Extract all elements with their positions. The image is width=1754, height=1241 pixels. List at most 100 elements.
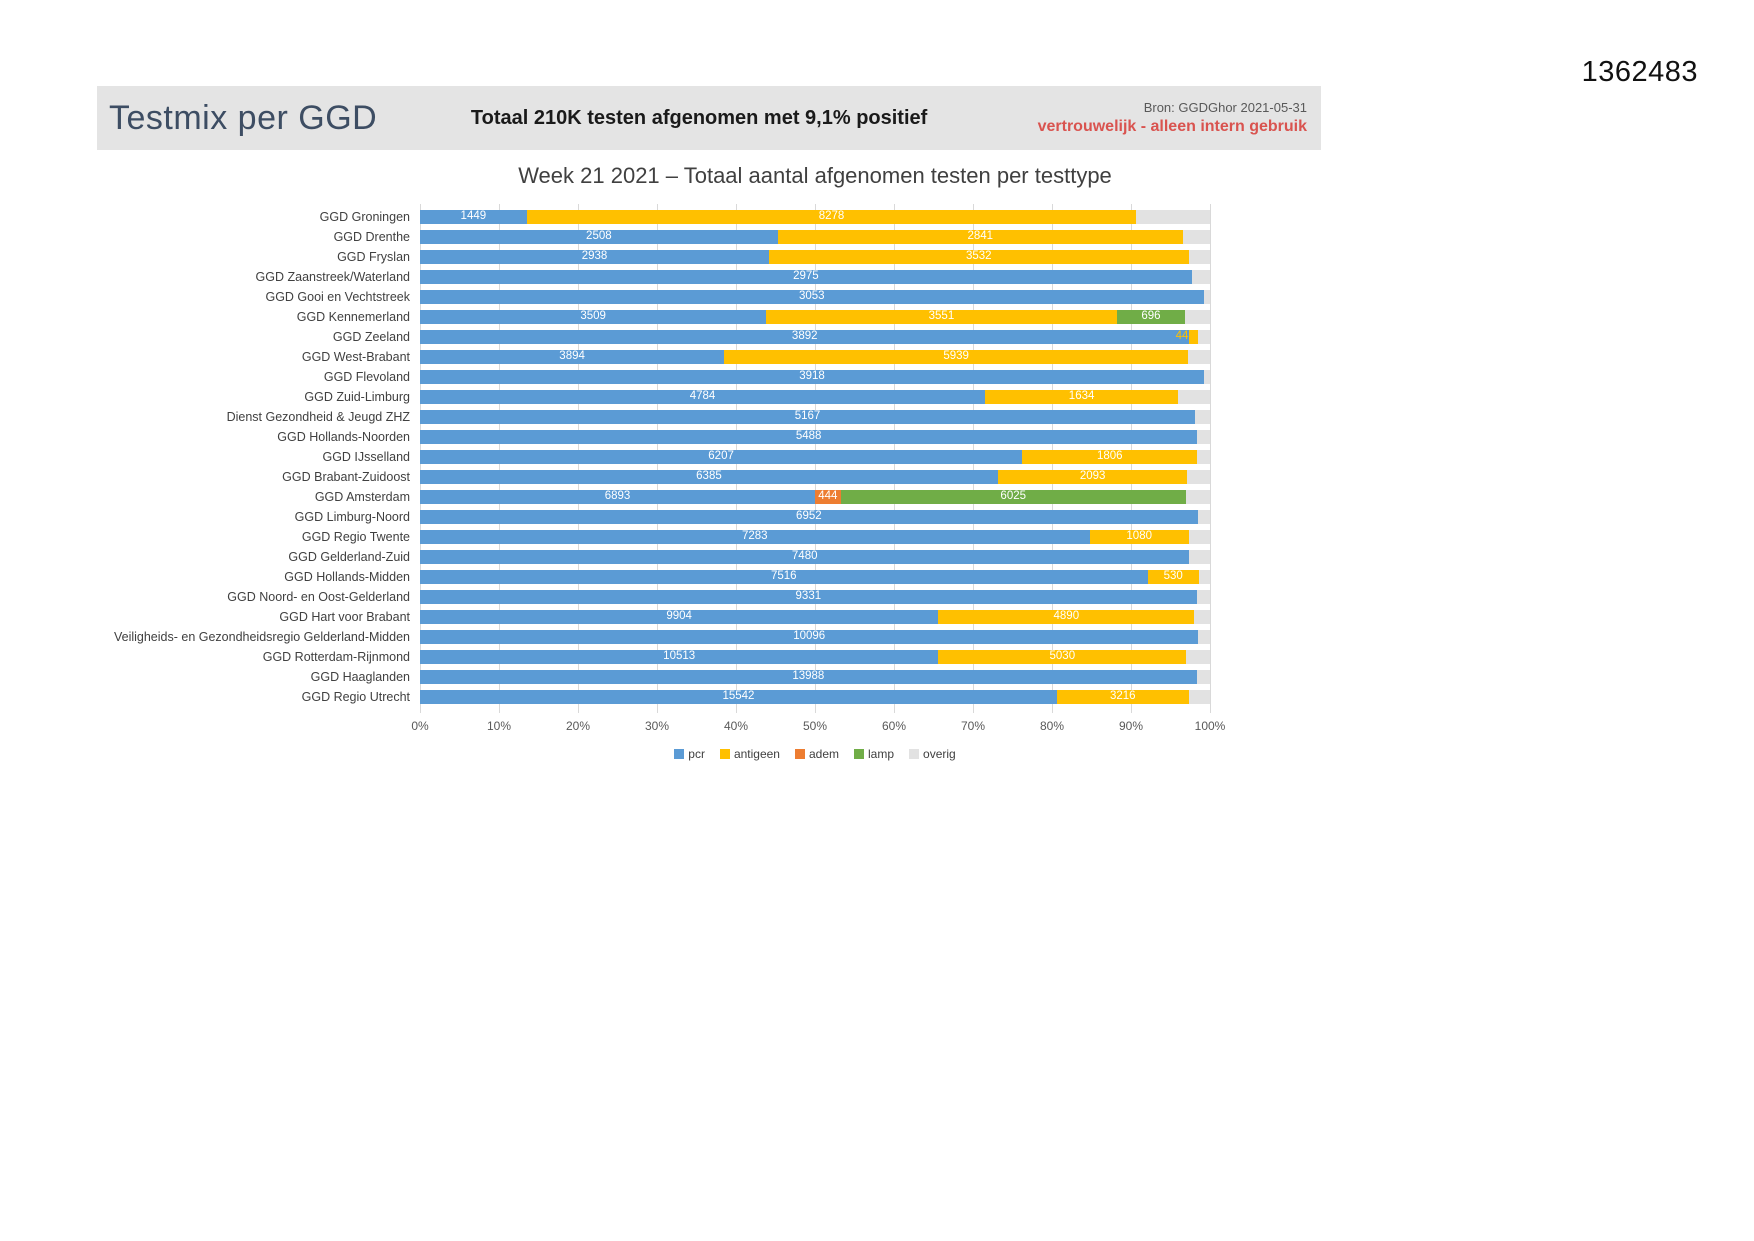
bar-segment-overig	[1203, 370, 1210, 384]
bar-segment-overig	[1178, 390, 1210, 404]
row-label: GGD Regio Utrecht	[301, 690, 410, 704]
bar-segment-lamp: 696	[1116, 310, 1186, 324]
bar-segment-pcr: 9331	[420, 590, 1197, 604]
legend-label: antigeen	[733, 747, 780, 761]
bar-segment-value: 3918	[799, 370, 825, 383]
x-axis-tick-label: 30%	[644, 719, 670, 733]
bar-segment-pcr: 13988	[420, 670, 1197, 684]
bar-segment-value: 2975	[793, 270, 819, 283]
header-title: Testmix per GGD	[109, 98, 378, 137]
bar-row: GGD Hollands-Midden 7516 530	[95, 567, 1215, 587]
bar-row: GGD Regio Twente 7283 1080	[95, 527, 1215, 547]
bar-segment-pcr: 10096	[420, 630, 1199, 644]
bar-segment-antigeen: 3551	[766, 310, 1117, 324]
gridline	[1210, 204, 1211, 713]
bar-segment-value: 6385	[696, 470, 722, 483]
bar-row: GGD Fryslan 2938 3532	[95, 247, 1215, 267]
bar-row: GGD Brabant-Zuidoost 6385 2093	[95, 467, 1215, 487]
bar-segment-overig	[1194, 610, 1210, 624]
bar-segment-pcr: 9904	[420, 610, 939, 624]
bar-segment-value: 6893	[604, 490, 631, 503]
row-label: GGD Kennemerland	[296, 310, 410, 324]
bar-segment-value: 10513	[663, 650, 696, 663]
row-label: Veiligheids- en Gezondheidsregio Gelderl…	[113, 630, 410, 644]
bar-segment-pcr: 3509	[420, 310, 767, 324]
bar-segment-overig	[1197, 430, 1210, 444]
bar-segment-pcr: 7283	[420, 530, 1090, 544]
bar-segment-antigeen: 1806	[1022, 450, 1198, 464]
bar-track: 9904 4890	[420, 610, 1210, 624]
bar-row: GGD Flevoland 3918	[95, 367, 1215, 387]
bar-row: GGD Hollands-Noorden 5488	[95, 427, 1215, 447]
x-axis-tick-label: 90%	[1118, 719, 1144, 733]
bar-segment-value: 3053	[798, 290, 825, 303]
bar-segment-antigeen: 3532	[769, 250, 1189, 264]
bar-segment-overig	[1203, 290, 1210, 304]
bar-segment-pcr: 3894	[420, 350, 725, 364]
legend-item-overig: overig	[909, 747, 956, 761]
legend-label: adem	[808, 747, 840, 761]
bar-segment-antigeen: 3216	[1056, 690, 1189, 704]
bar-segment-value: 6207	[708, 450, 734, 463]
bar-segment-overig	[1197, 510, 1210, 524]
bar-track: 5488	[420, 430, 1210, 444]
bar-segment-value: 9331	[795, 590, 822, 603]
bar-segment-value: 5939	[943, 350, 969, 363]
bar-track: 2975	[420, 270, 1210, 284]
x-axis-tick-label: 10%	[486, 719, 512, 733]
bar-row: GGD Gelderland-Zuid 7480	[95, 547, 1215, 567]
row-label: GGD Groningen	[319, 210, 410, 224]
bar-row: GGD Limburg-Noord 6952	[95, 507, 1215, 527]
row-label: GGD West-Brabant	[301, 350, 410, 364]
bar-segment-pcr: 3892	[420, 330, 1190, 344]
header-band: Testmix per GGD Totaal 210K testen afgen…	[97, 86, 1321, 150]
bar-segment-value: 7283	[741, 530, 768, 543]
bar-segment-value: 1806	[1096, 450, 1123, 463]
bar-segment-pcr: 5488	[420, 430, 1198, 444]
bar-segment-value: 6025	[1000, 490, 1027, 503]
bar-row: GGD Zuid-Limburg 4784 1634	[95, 387, 1215, 407]
bar-segment-overig	[1187, 470, 1210, 484]
bar-segment-pcr: 1449	[420, 210, 527, 224]
bar-segment-value: 7516	[770, 570, 797, 583]
bar-segment-value: 3551	[928, 310, 955, 323]
row-label: GGD Hollands-Noorden	[277, 430, 410, 444]
bar-segment-adem: 444	[815, 490, 841, 504]
bar-segment-pcr: 6893	[420, 490, 816, 504]
row-label: GGD Regio Twente	[301, 530, 410, 544]
row-label: Dienst Gezondheid & Jeugd ZHZ	[226, 410, 410, 424]
bar-segment-value: 1634	[1068, 390, 1095, 403]
bar-track: 7283 1080	[420, 530, 1210, 544]
bar-segment-pcr: 3918	[420, 370, 1204, 384]
bar-segment-value: 3894	[559, 350, 585, 363]
bar-track: 7516 530	[420, 570, 1210, 584]
bar-segment-antigeen: 1634	[985, 390, 1179, 404]
stacked-bar-chart: GGD Groningen 1449 8278 GGD Drenthe 2508 2841…	[95, 204, 1225, 761]
bar-segment-overig	[1196, 670, 1210, 684]
row-label: GGD Hart voor Brabant	[279, 610, 410, 624]
bar-track: 2508 2841	[420, 230, 1210, 244]
row-label: GGD Gooi en Vechtstreek	[265, 290, 410, 304]
bar-segment-value: 1449	[460, 210, 487, 223]
legend-item-lamp: lamp	[854, 747, 894, 761]
bar-row: Veiligheids- en Gezondheidsregio Gelderl…	[95, 627, 1215, 647]
bar-segment-value: 530	[1163, 570, 1183, 583]
x-axis-tick-label: 80%	[1039, 719, 1065, 733]
x-axis-tick-label: 0%	[411, 719, 429, 733]
bar-segment-value: 5167	[794, 410, 821, 423]
bar-segment-overig	[1188, 250, 1210, 264]
bar-track: 10513 5030	[420, 650, 1210, 664]
bar-row: GGD Zeeland 3892 44	[95, 327, 1215, 347]
bar-segment-pcr: 6952	[420, 510, 1198, 524]
bar-segment-antigeen: 530	[1147, 570, 1199, 584]
bar-segment-pcr: 6207	[420, 450, 1023, 464]
row-label: GGD Hollands-Midden	[284, 570, 410, 584]
bar-track: 9331	[420, 590, 1210, 604]
legend-item-pcr: pcr	[674, 747, 705, 761]
row-label: GGD Limburg-Noord	[294, 510, 410, 524]
bar-segment-value: 2508	[586, 230, 612, 243]
bar-segment-value: 2841	[967, 230, 994, 243]
bar-segment-pcr: 6385	[420, 470, 998, 484]
bar-track: 2938 3532	[420, 250, 1210, 264]
